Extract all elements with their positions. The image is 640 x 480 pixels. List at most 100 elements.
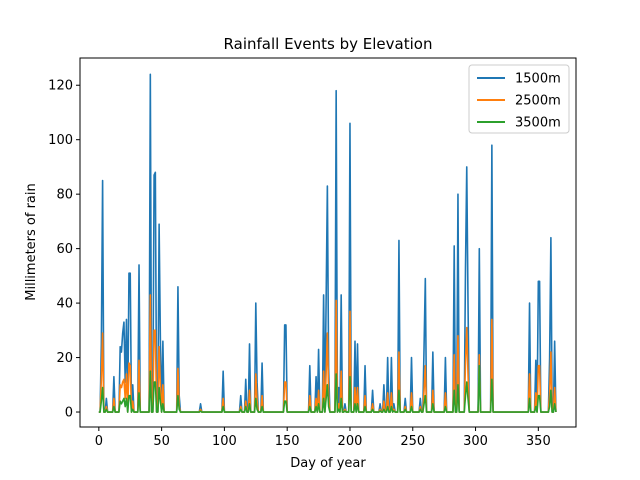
- data-point-1500m-9: [126, 319, 127, 320]
- data-point-1500m-58: [425, 278, 426, 279]
- data-point-1500m-49: [383, 384, 384, 385]
- data-point-1500m-50: [387, 357, 388, 358]
- data-point-2500m-4: [120, 384, 121, 385]
- x-tick-label-200: 200: [338, 434, 363, 449]
- data-point-2500m-44: [354, 387, 355, 388]
- data-point-1500m-39: [336, 90, 337, 91]
- x-tick-label-0: 0: [95, 434, 103, 449]
- series-3500m: [98, 364, 557, 413]
- data-point-2500m-68: [529, 373, 530, 374]
- data-point-3500m-7: [123, 398, 124, 399]
- data-point-1500m-13: [138, 264, 139, 265]
- data-point-1500m-63: [465, 267, 466, 268]
- data-point-3500m-61: [454, 390, 455, 391]
- data-point-3500m-28: [256, 409, 257, 410]
- data-point-3500m-19: [162, 403, 163, 404]
- data-point-3500m-54: [405, 409, 406, 410]
- data-point-2500m-24: [240, 406, 241, 407]
- data-point-1500m-59: [432, 352, 433, 353]
- data-point-2500m-65: [467, 373, 468, 374]
- data-point-3500m-5: [121, 403, 122, 404]
- data-point-3500m-18: [160, 401, 161, 402]
- data-point-3500m-17: [159, 387, 160, 388]
- data-point-1500m-69: [535, 360, 536, 361]
- data-point-1500m-35: [323, 294, 324, 295]
- data-point-3500m-2: [106, 409, 107, 410]
- data-point-3500m-70: [538, 395, 539, 396]
- data-point-1500m-42: [344, 403, 345, 404]
- data-point-3500m-67: [491, 379, 492, 380]
- data-point-3500m-32: [309, 406, 310, 407]
- data-point-2500m-31: [285, 381, 286, 382]
- data-point-2500m-49: [383, 401, 384, 402]
- data-point-1500m-7: [123, 322, 124, 323]
- data-point-3500m-38: [328, 406, 329, 407]
- data-point-1500m-36: [326, 300, 327, 301]
- data-point-3500m-9: [126, 398, 127, 399]
- data-point-3500m-48: [380, 410, 381, 411]
- data-point-2500m-63: [465, 362, 466, 363]
- data-point-3500m-56: [420, 409, 421, 410]
- data-point-1500m-17: [159, 224, 160, 225]
- data-point-3500m-63: [465, 395, 466, 396]
- chart-title: Rainfall Events by Elevation: [224, 35, 433, 53]
- legend-label-2500m: 2500m: [515, 94, 561, 109]
- data-point-3500m-49: [383, 409, 384, 410]
- data-point-3500m-74: [554, 403, 555, 404]
- data-point-2500m-45: [357, 387, 358, 388]
- data-point-2500m-39: [336, 300, 337, 301]
- data-point-3500m-12: [132, 409, 133, 410]
- data-point-1500m-45: [357, 343, 358, 344]
- data-point-2500m-70: [538, 365, 539, 366]
- data-point-3500m-69: [535, 406, 536, 407]
- plot-area: 0 50 100 150 200 250 300 350 0 20 40 60 80 100 120: [48, 57, 577, 449]
- data-point-2500m-42: [344, 409, 345, 410]
- data-point-1500m-73: [550, 237, 551, 238]
- data-point-1500m-70: [538, 281, 539, 282]
- data-point-1500m-48: [380, 403, 381, 404]
- data-point-3500m-15: [153, 381, 154, 382]
- data-point-1500m-29: [261, 362, 262, 363]
- data-point-3500m-73: [550, 390, 551, 391]
- data-point-3500m-36: [326, 398, 327, 399]
- data-point-1500m-71: [539, 281, 540, 282]
- data-point-2500m-64: [466, 327, 467, 328]
- y-axis-label: Millimeters of rain: [24, 183, 39, 301]
- data-point-3500m-8: [125, 406, 126, 407]
- data-point-1500m-15: [153, 175, 154, 176]
- y-tick-label-40: 40: [56, 297, 73, 312]
- data-point-2500m-26: [249, 390, 250, 391]
- data-point-2500m-67: [491, 319, 492, 320]
- data-point-1500m-41: [341, 294, 342, 295]
- x-tick-label-350: 350: [526, 434, 551, 449]
- data-point-2500m-22: [200, 409, 201, 410]
- data-point-2500m-1: [102, 332, 103, 333]
- data-point-3500m-37: [327, 384, 328, 385]
- data-point-1500m-30: [284, 324, 285, 325]
- data-point-3500m-14: [150, 371, 151, 372]
- data-point-3500m-51: [391, 406, 392, 407]
- x-tick-label-250: 250: [400, 434, 425, 449]
- data-point-3500m-66: [479, 365, 480, 366]
- data-point-1500m-56: [420, 398, 421, 399]
- data-point-2500m-55: [411, 392, 412, 393]
- data-point-1500m-1: [102, 180, 103, 181]
- data-point-1500m-18: [160, 338, 161, 339]
- data-point-3500m-25: [245, 406, 246, 407]
- data-point-3500m-60: [445, 406, 446, 407]
- data-point-2500m-46: [364, 395, 365, 396]
- data-point-3500m-30: [284, 401, 285, 402]
- data-point-2500m-25: [245, 401, 246, 402]
- legend: 1500m 2500m 3500m: [468, 64, 570, 134]
- data-point-2500m-60: [445, 392, 446, 393]
- legend-label-3500m: 3500m: [515, 116, 561, 131]
- data-point-3500m-65: [467, 398, 468, 399]
- data-point-3500m-39: [336, 373, 337, 374]
- data-point-2500m-19: [162, 384, 163, 385]
- data-point-3500m-52: [393, 410, 394, 411]
- data-point-1500m-46: [364, 365, 365, 366]
- data-point-3500m-41: [341, 398, 342, 399]
- data-point-2500m-17: [159, 346, 160, 347]
- data-point-2500m-2: [106, 406, 107, 407]
- data-point-3500m-11: [130, 395, 131, 396]
